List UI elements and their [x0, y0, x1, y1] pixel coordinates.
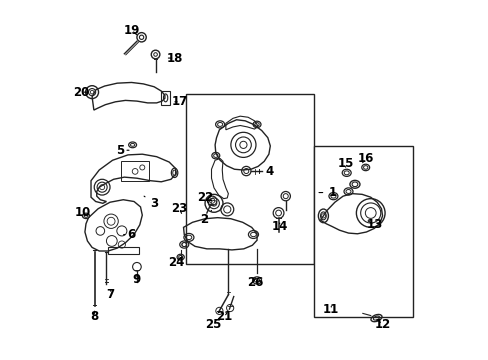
Text: 1: 1 [318, 186, 336, 199]
Text: 2: 2 [200, 211, 211, 226]
Text: 10: 10 [74, 207, 90, 220]
Text: 8: 8 [90, 310, 99, 323]
Bar [121, 161, 149, 181]
Text: 19: 19 [123, 24, 140, 37]
Text: 14: 14 [271, 220, 287, 233]
Bar [108, 247, 139, 253]
Bar [186, 94, 314, 264]
Text: 16: 16 [357, 152, 373, 165]
Text: 6: 6 [123, 228, 135, 241]
Text: 5: 5 [116, 144, 129, 157]
Text: 21: 21 [216, 310, 232, 324]
Bar [161, 91, 170, 105]
Text: 20: 20 [73, 86, 89, 99]
Text: 13: 13 [366, 218, 382, 231]
Text: 23: 23 [171, 202, 187, 215]
Text: 3: 3 [144, 196, 158, 210]
Text: 25: 25 [204, 318, 221, 331]
Text: 9: 9 [133, 273, 141, 286]
Text: 22: 22 [197, 191, 213, 204]
Text: 24: 24 [168, 256, 184, 269]
Text: 11: 11 [323, 303, 339, 316]
Text: 12: 12 [374, 318, 390, 331]
Text: 15: 15 [337, 157, 353, 170]
Text: 17: 17 [171, 95, 188, 108]
Bar [314, 146, 412, 317]
Text: 7: 7 [106, 288, 115, 301]
Text: 26: 26 [246, 276, 263, 289]
Text: 18: 18 [166, 51, 183, 64]
Text: 4: 4 [259, 165, 273, 178]
